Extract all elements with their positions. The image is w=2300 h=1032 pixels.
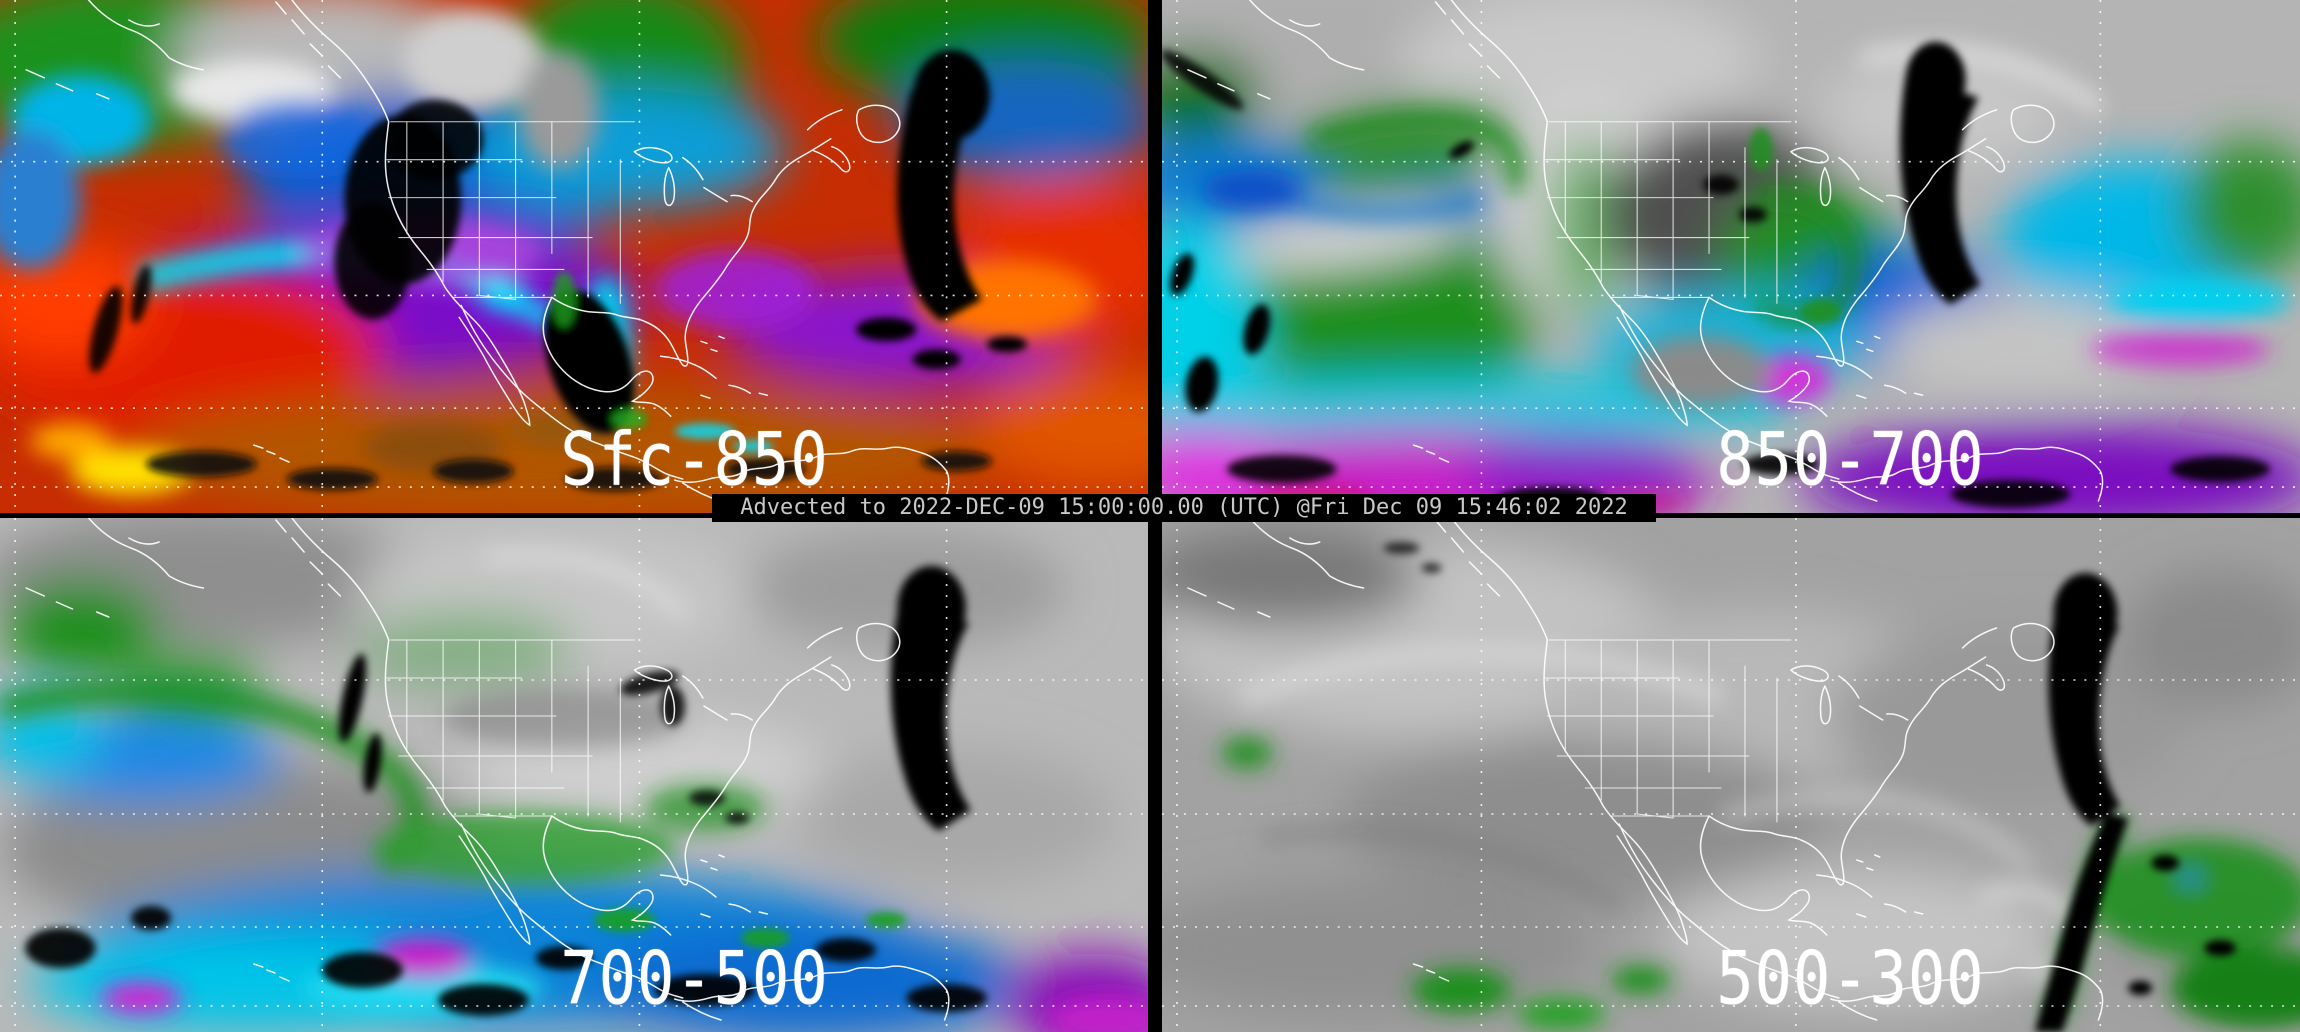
alpw-imagery-700-500 — [0, 518, 1148, 1032]
panel-sfc-850: Sfc-850 — [0, 0, 1148, 513]
panel-700-500: 700-500 — [0, 518, 1148, 1032]
panel-label-700-500: 700-500 — [560, 934, 829, 1022]
status-bar: Advected to 2022-DEC-09 15:00:00.00 (UTC… — [712, 494, 1656, 522]
alpw-imagery-500-300 — [1162, 518, 2300, 1032]
alpw-imagery-850-700 — [1162, 0, 2300, 513]
alpw-imagery-sfc-850 — [0, 0, 1148, 513]
panel-label-850-700: 850-700 — [1716, 416, 1985, 503]
status-bar-text: Advected to 2022-DEC-09 15:00:00.00 (UTC… — [740, 495, 1628, 520]
panel-label-sfc-850: Sfc-850 — [560, 416, 829, 503]
panel-850-700: 850-700 — [1162, 0, 2300, 513]
panel-500-300: 500-300 — [1162, 518, 2300, 1032]
panel-label-500-300: 500-300 — [1716, 934, 1985, 1022]
